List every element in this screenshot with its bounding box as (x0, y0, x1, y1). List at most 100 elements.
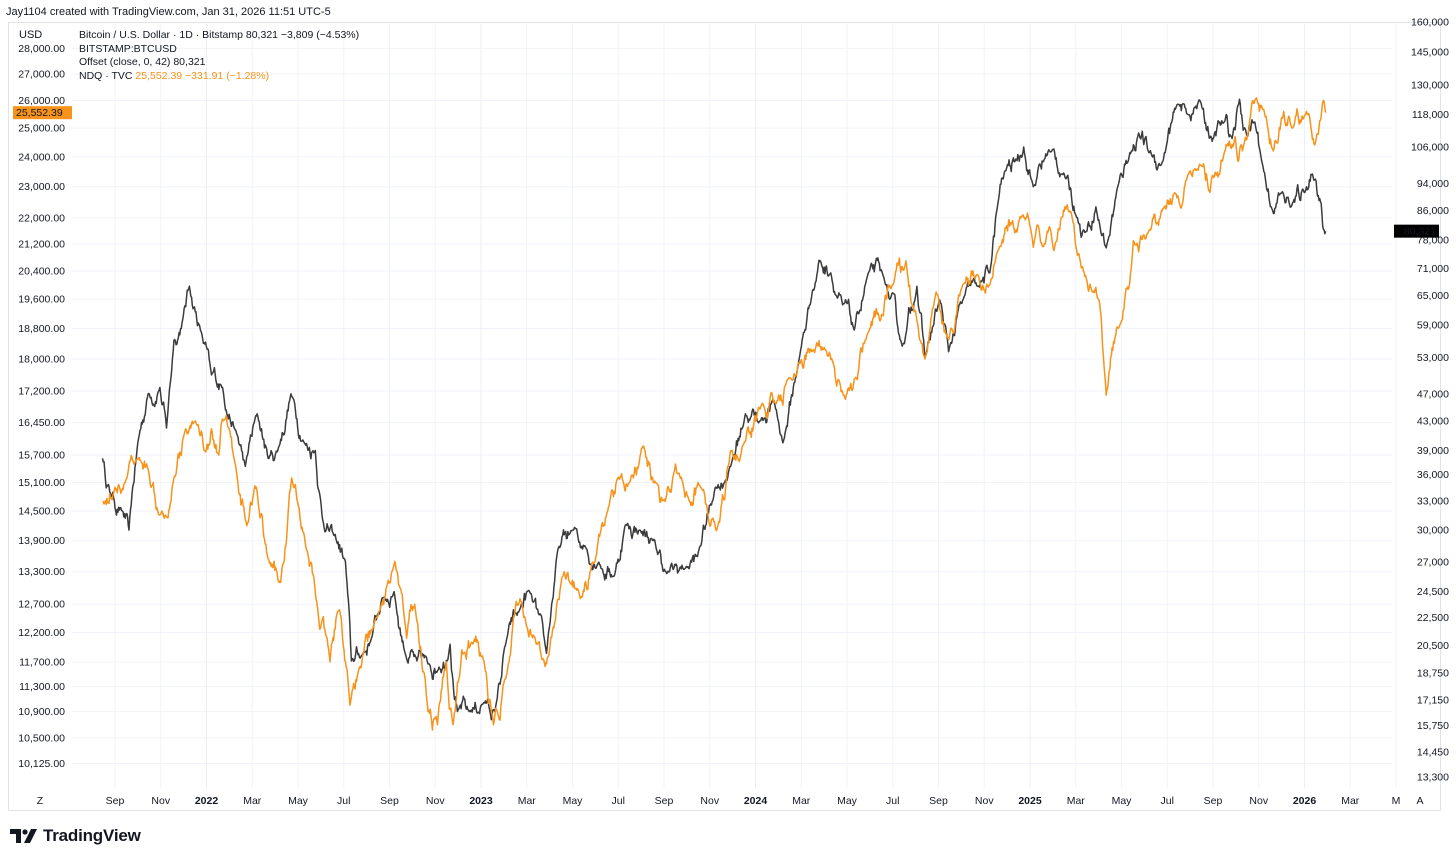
time-axis-month-label: Jul (337, 795, 350, 807)
btc-price-line[interactable] (101, 98, 1327, 721)
tradingview-logo[interactable]: TradingView (10, 826, 141, 846)
left-axis-tick-label: 18,000.00 (18, 354, 65, 366)
chart-legend: Bitcoin / U.S. Dollar · 1D · Bitstamp 80… (79, 29, 359, 83)
time-axis-month-label: Nov (426, 795, 445, 807)
left-axis-tick-label: 15,100.00 (18, 477, 65, 489)
left-axis-tick-label: 20,400.00 (18, 266, 65, 278)
left-axis-tick-label: 18,800.00 (18, 323, 65, 335)
right-axis-tick-label: 86,000 (1417, 205, 1449, 217)
time-axis-year-label: 2025 (1018, 795, 1042, 807)
left-axis-tick-label: 19,600.00 (18, 294, 65, 306)
right-axis-tick-label: 22,500 (1417, 612, 1449, 624)
time-axis-month-label: Sep (655, 795, 674, 807)
legend-ndq-values: 25,552.39 −331.91 (−1.28%) (135, 69, 270, 82)
legend-offset-indicator[interactable]: Offset (close, 0, 42) 80,321 (79, 56, 206, 69)
time-axis-month-label: Nov (151, 795, 170, 807)
btc-price-badge (1394, 224, 1439, 238)
time-axis-month-label: Mar (1067, 795, 1086, 807)
grid-lines (72, 24, 1397, 788)
ndq-price-badge (13, 106, 72, 120)
right-axis-tick-label: 39,000 (1417, 445, 1449, 457)
left-axis-tick-label: 24,000.00 (18, 151, 65, 163)
right-axis-tick-label: 13,300 (1417, 772, 1449, 784)
time-axis-year-label: 2023 (469, 795, 493, 807)
time-axis-month-label: Sep (106, 795, 125, 807)
left-axis-tick-label: 11,700.00 (19, 656, 65, 668)
log-scale-toggle[interactable]: A (1416, 795, 1423, 807)
time-axis-month-label: Sep (380, 795, 399, 807)
left-axis-tick-label: 13,300.00 (18, 566, 65, 578)
left-axis-tick-label: 22,000.00 (18, 212, 65, 224)
ndq-price-badge-label: 25,552.39 (16, 107, 63, 119)
time-axis-month-label: Jul (1161, 795, 1174, 807)
btc-price-badge-label: 80,321 (1404, 226, 1436, 238)
left-axis-tick-label: 27,000.00 (18, 68, 65, 80)
time-axis-month-label: May (563, 795, 584, 807)
right-axis-tick-label: 36,000 (1417, 469, 1449, 481)
right-axis-tick-label: 43,000 (1417, 415, 1449, 427)
right-axis-tick-label: 47,000 (1417, 388, 1449, 400)
time-axis-month-label: Mar (792, 795, 811, 807)
time-axis-month-label: Mar (243, 795, 262, 807)
right-axis-tick-label: 106,000 (1411, 141, 1449, 153)
time-axis-year-label: 2026 (1293, 795, 1317, 807)
left-axis-tick-label: 15,700.00 (18, 450, 65, 462)
legend-btc-title[interactable]: Bitcoin / U.S. Dollar · 1D · Bitstamp 80… (79, 29, 360, 41)
legend-ndq-name: NDQ · TVC (79, 69, 133, 82)
left-axis-tick-label: 12,700.00 (18, 599, 65, 611)
tradingview-logo-text: TradingView (43, 826, 141, 845)
right-axis-tick-label: 24,500 (1417, 586, 1449, 598)
currency-label[interactable]: USD (19, 29, 43, 41)
left-axis-tick-label: 13,900.00 (18, 535, 65, 547)
time-axis-month-label: Nov (975, 795, 994, 807)
time-axis-month-label: Nov (700, 795, 719, 807)
right-axis-tick-label: 33,000 (1417, 496, 1449, 508)
left-axis-tick-label: 23,000.00 (18, 181, 65, 193)
right-price-axis[interactable]: 160,000 145,000 130,000 118,000 106,000 94,00… (1394, 17, 1449, 784)
right-axis-tick-label: 14,450 (1417, 746, 1449, 758)
time-axis-month-label: May (1112, 795, 1133, 807)
time-axis-month-label: Nov (1249, 795, 1268, 807)
left-axis-tick-label: 10,500.00 (18, 732, 65, 744)
time-axis-month-label: Mar (1341, 795, 1360, 807)
right-axis-tick-label: 94,000 (1417, 178, 1449, 190)
right-axis-tick-label: 53,000 (1417, 352, 1449, 364)
left-axis-tick-label: 10,125.00 (18, 758, 65, 770)
right-axis-tick-label: 65,000 (1417, 290, 1449, 302)
legend-ndq[interactable]: NDQ · TVC 25,552.39 −331.91 (−1.28%) (79, 70, 359, 84)
right-axis-tick-label: 71,000 (1417, 263, 1449, 275)
left-axis-tick-label: 10,900.00 (18, 706, 65, 718)
legend-btc-symbol[interactable]: BITSTAMP:BTCUSD (79, 42, 177, 55)
time-axis-month-label: Jul (612, 795, 625, 807)
time-axis-month-label: May (288, 795, 309, 807)
time-axis-month-label: M (1392, 795, 1401, 807)
right-axis-tick-label: 17,150 (1417, 694, 1449, 706)
chart-frame (8, 22, 1441, 811)
left-axis-tick-label: 21,200.00 (18, 238, 65, 250)
time-axis-month-label: Jul (886, 795, 899, 807)
time-axis[interactable]: Sep Nov 2022 Mar May Jul Sep Nov 2023 Mar May Jul Se… (106, 795, 1401, 807)
left-axis-tick-label: 14,500.00 (18, 506, 65, 518)
time-axis-month-label: Sep (929, 795, 948, 807)
tradingview-logo-icon (10, 829, 37, 843)
left-axis-tick-label: 28,000.00 (18, 43, 65, 55)
left-axis-tick-label: 16,450.00 (18, 417, 65, 429)
time-axis-month-label: Sep (1204, 795, 1223, 807)
time-axis-month-label: May (837, 795, 858, 807)
left-axis-tick-label: 25,000.00 (18, 123, 65, 135)
time-axis-month-label: Mar (518, 795, 537, 807)
right-axis-tick-label: 20,500 (1417, 640, 1449, 652)
right-axis-tick-label: 160,000 (1411, 17, 1449, 29)
time-axis-year-label: 2022 (195, 795, 219, 807)
right-axis-tick-label: 145,000 (1411, 46, 1449, 58)
chart-credit: Jay1104 created with TradingView.com, Ja… (6, 6, 331, 18)
left-price-axis[interactable]: 28,000.00 27,000.00 26,000.00 25,000.00 24,0… (13, 43, 72, 770)
ndq-price-line[interactable] (102, 97, 1327, 731)
left-axis-tick-label: 17,200.00 (18, 385, 65, 397)
right-axis-tick-label: 27,000 (1417, 557, 1449, 569)
left-axis-tick-label: 12,200.00 (18, 627, 65, 639)
auto-scale-toggle[interactable]: Z (37, 795, 44, 807)
right-axis-tick-label: 15,750 (1417, 720, 1449, 732)
right-axis-tick-label: 59,000 (1417, 319, 1449, 331)
